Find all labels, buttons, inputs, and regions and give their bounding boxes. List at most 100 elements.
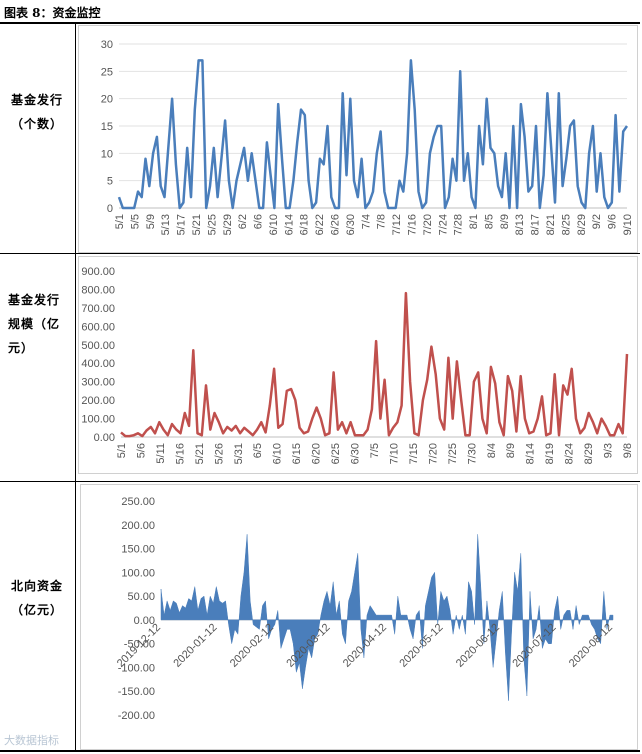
x-tick-label: 8/17: [530, 214, 542, 235]
x-tick-label: 6/25: [330, 443, 342, 464]
x-tick-label: 5/21: [194, 443, 206, 464]
chart-fund-count: 0 5 10 15 20 25 30 5/1 5/5 5/9 5/13 5/17 5/21 5/25 5/2…: [101, 39, 634, 235]
y-tick-label: 30: [101, 39, 113, 51]
x-tick-label: 8/24: [564, 443, 576, 464]
row-label-northbound: 北向资金 （亿元）: [2, 574, 72, 622]
x-tick-label: 7/10: [388, 443, 400, 464]
x-tick-label: 7/24: [437, 214, 449, 235]
x-tick-label: 7/8: [376, 214, 388, 229]
row-fund-count: [0, 22, 640, 254]
x-tick-label: 2020-01-12: [171, 622, 219, 670]
x-tick-label: 8/21: [545, 214, 557, 235]
x-tick-label: 6/2: [237, 214, 249, 229]
x-tick-label: 8/13: [514, 214, 526, 235]
row-label-line: 元）: [8, 341, 35, 355]
x-tick-label: 7/4: [360, 214, 372, 229]
x-tick-label: 9/10: [622, 214, 634, 235]
x-tick-label: 5/21: [191, 214, 203, 235]
x-tick-label: 5/17: [176, 214, 188, 235]
row-label-fund-size: 基金发行 规模（亿 元）: [8, 288, 78, 360]
row-label-line: （个数）: [10, 117, 63, 131]
chart-panel-fund-count: 0 5 10 15 20 25 30 5/1 5/5 5/9 5/13 5/17 5/21 5/25 5/2…: [78, 25, 638, 253]
y-tick-label: 400.00: [81, 358, 115, 370]
y-tick-label: -200.00: [118, 710, 155, 722]
y-tick-label: 700.00: [81, 303, 115, 315]
x-tick-label: 6/26: [330, 214, 342, 235]
x-tick-label: 7/28: [453, 214, 465, 235]
column-divider: [75, 22, 76, 752]
x-tick-label: 6/20: [311, 443, 323, 464]
y-tick-label: 15: [101, 121, 113, 133]
x-tick-label: 8/5: [483, 214, 495, 229]
row-label-fund-count: 基金发行 （个数）: [2, 88, 72, 136]
x-tick-label: 5/6: [135, 443, 147, 458]
row-label-line: 规模（亿: [8, 317, 61, 331]
x-tick-label: 6/14: [283, 214, 295, 235]
x-tick-label: 6/15: [291, 443, 303, 464]
y-tick-label: -150.00: [118, 686, 155, 698]
x-tick-label: 5/11: [155, 443, 167, 464]
watermark: 大数据指标: [4, 734, 59, 747]
chart-panel-northbound: -200.00 -150.00 -100.00 -50.00 0.00 50.00 100.…: [80, 484, 638, 750]
y-tick-label: 0.00: [134, 615, 155, 627]
x-tick-label: 5/5: [129, 214, 141, 229]
y-tick-label: 600.00: [81, 321, 115, 333]
x-tick-label: 5/9: [145, 214, 157, 229]
y-tick-label: 100.00: [121, 567, 155, 579]
row-label-line: 基金发行: [8, 293, 61, 307]
x-tick-label: 8/1: [468, 214, 480, 229]
x-tick-label: 9/6: [607, 214, 619, 229]
x-tick-label: 7/16: [406, 214, 418, 235]
y-tick-label: -50.00: [124, 639, 155, 651]
y-tick-label: 5: [107, 176, 113, 188]
row-label-line: 基金发行: [10, 93, 63, 107]
chart-northbound: -200.00 -150.00 -100.00 -50.00 0.00 50.00 100.…: [115, 496, 615, 722]
x-tick-label: 8/19: [544, 443, 556, 464]
x-tick-label: 7/30: [466, 443, 478, 464]
x-tick-label: 9/3: [603, 443, 615, 458]
x-tick-label: 6/10: [272, 443, 284, 464]
x-tick-label: 8/14: [525, 443, 537, 464]
x-tick-label: 6/5: [252, 443, 264, 458]
x-tick-label: 6/10: [268, 214, 280, 235]
y-tick-label: 20: [101, 94, 113, 106]
figure-caption: 图表 8：资金监控: [4, 6, 101, 20]
x-tick-label: 2020-08-12: [567, 622, 615, 670]
x-tick-label: 8/4: [486, 443, 498, 458]
y-tick-label: 0.00: [94, 432, 115, 444]
x-tick-label: 7/25: [447, 443, 459, 464]
y-tick-label: 900.00: [81, 266, 115, 278]
area-series: [160, 534, 614, 701]
x-tick-label: 8/25: [560, 214, 572, 235]
y-tick-label: 200.00: [121, 520, 155, 532]
x-tick-label: 9/2: [591, 214, 603, 229]
y-tick-label: 250.00: [121, 496, 155, 508]
row-fund-size: [0, 254, 640, 482]
y-tick-label: 50.00: [127, 591, 155, 603]
y-tick-label: -100.00: [118, 662, 155, 674]
x-tick-label: 6/22: [314, 214, 326, 235]
chart-panel-fund-size: 0.00 100.00 200.00 300.00 400.00 500.00 600.00…: [78, 256, 638, 474]
figure-table: [0, 22, 640, 752]
x-tick-label: 6/6: [253, 214, 265, 229]
x-tick-label: 8/9: [505, 443, 517, 458]
y-tick-label: 300.00: [81, 377, 115, 389]
x-tick-label: 5/1: [116, 443, 128, 458]
row-label-line: （亿元）: [10, 603, 63, 617]
x-tick-label: 8/9: [499, 214, 511, 229]
x-tick-label: 5/26: [213, 443, 225, 464]
y-tick-label: 100.00: [81, 414, 115, 426]
x-tick-label: 5/25: [206, 214, 218, 235]
x-tick-label: 5/16: [174, 443, 186, 464]
x-tick-label: 7/20: [422, 214, 434, 235]
x-tick-label: 6/18: [299, 214, 311, 235]
y-tick-label: 0: [107, 203, 113, 215]
x-tick-label: 5/13: [160, 214, 172, 235]
y-tick-label: 500.00: [81, 340, 115, 352]
chart-fund-size: 0.00 100.00 200.00 300.00 400.00 500.00 600.00…: [81, 266, 634, 464]
y-tick-label: 25: [101, 66, 113, 78]
x-tick-label: 7/20: [427, 443, 439, 464]
line-series: [117, 59, 629, 210]
x-tick-label: 5/29: [222, 214, 234, 235]
line-series: [120, 291, 629, 438]
